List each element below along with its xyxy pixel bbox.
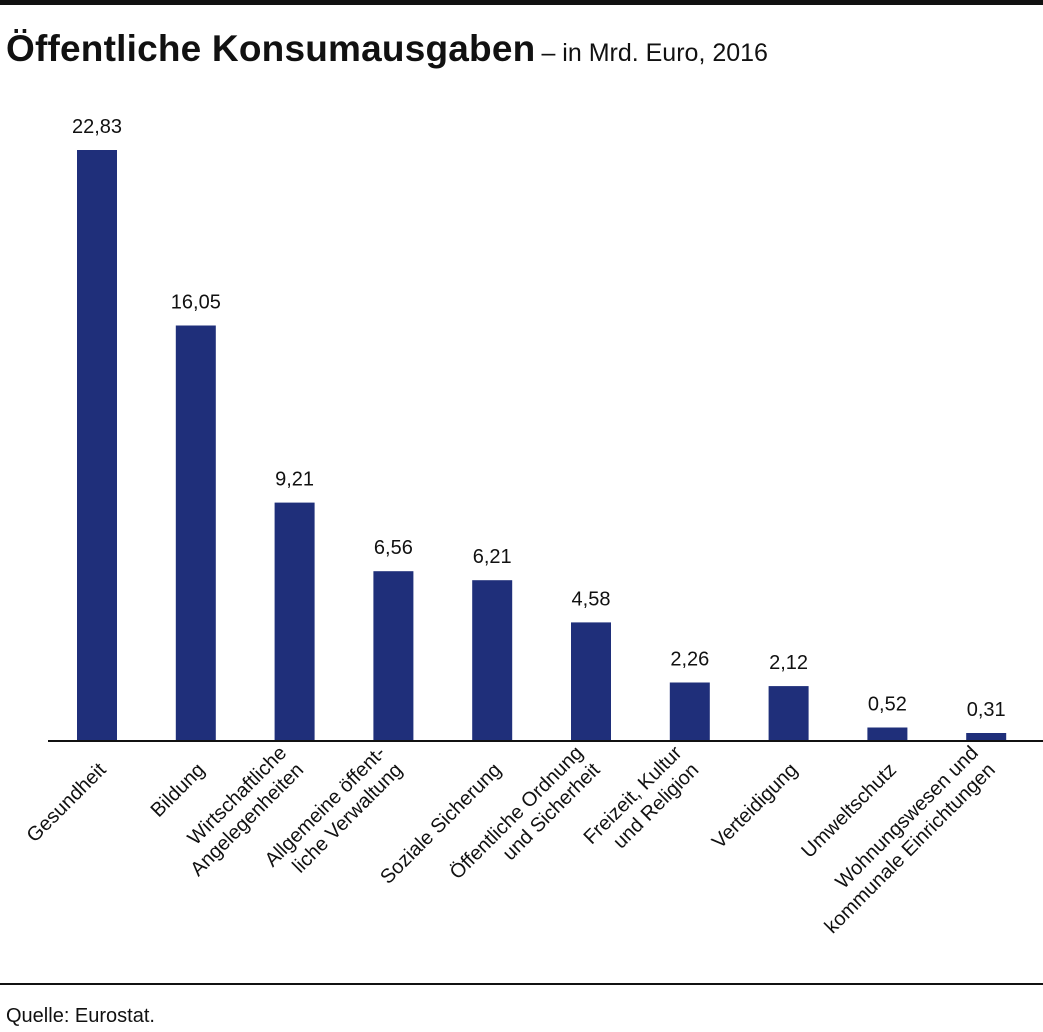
category-label: Öffentliche Ordnungund Sicherheit — [446, 742, 605, 901]
bottom-rule — [0, 983, 1043, 985]
bar — [77, 150, 117, 741]
category-label-line: kommunale Einrichtungen — [821, 759, 1000, 938]
category-label-line: Verteidigung — [708, 759, 802, 853]
data-label: 16,05 — [171, 292, 221, 314]
data-label: 22,83 — [72, 116, 122, 138]
data-label: 4,58 — [572, 588, 611, 610]
data-label: 6,56 — [374, 537, 413, 559]
data-label: 2,26 — [670, 649, 709, 671]
bar — [966, 733, 1007, 741]
data-label: 2,12 — [769, 652, 808, 674]
bar — [274, 502, 315, 741]
data-label: 0,52 — [868, 694, 907, 716]
bar — [472, 580, 513, 741]
title-text: Öffentliche Konsumausgaben — [6, 28, 536, 69]
bar-chart: 22,83Gesundheit16,05Bildung9,21Wirtschaf… — [23, 116, 1043, 938]
bar — [669, 682, 710, 741]
chart-title: Öffentliche Konsumausgaben – in Mrd. Euro… — [6, 28, 768, 70]
data-label: 9,21 — [275, 469, 314, 491]
bar — [768, 686, 809, 741]
top-rule — [0, 0, 1043, 5]
category-label: Verteidigung — [708, 759, 802, 853]
data-label: 0,31 — [967, 699, 1006, 721]
category-label: Gesundheit — [23, 759, 111, 847]
data-label: 6,21 — [473, 546, 512, 568]
bar — [867, 727, 908, 741]
category-label: Freizeit, Kulturund Religion — [580, 742, 704, 866]
category-label-line: Gesundheit — [23, 759, 111, 847]
bar — [373, 571, 414, 741]
category-label-line: Bildung — [147, 759, 210, 822]
bar — [175, 325, 216, 741]
bar — [571, 622, 611, 741]
source-note: Quelle: Eurostat. — [6, 1005, 155, 1027]
subtitle-text: – in Mrd. Euro, 2016 — [541, 39, 768, 67]
category-label: Bildung — [147, 759, 210, 822]
